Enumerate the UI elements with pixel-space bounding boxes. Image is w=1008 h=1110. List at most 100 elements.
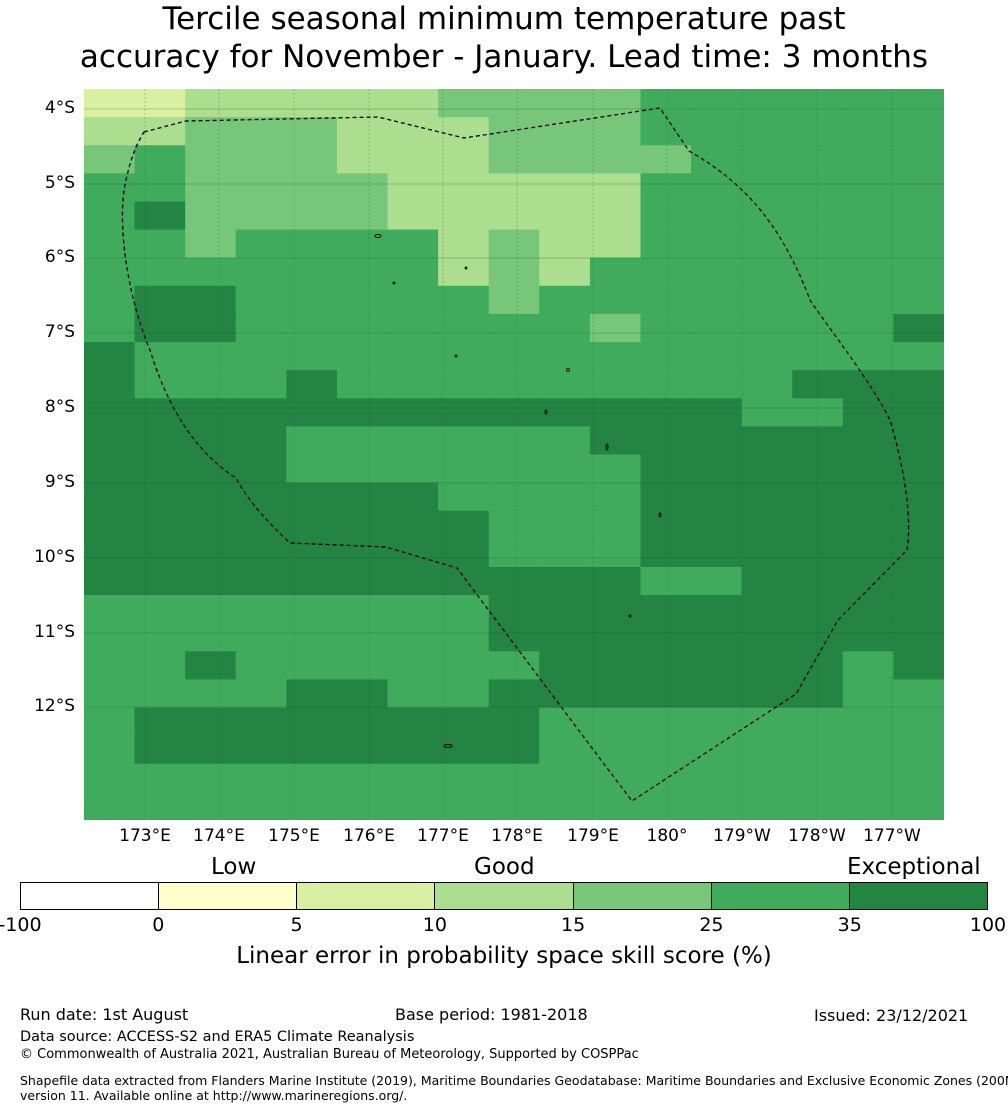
grid-cell	[134, 679, 186, 709]
grid-cell	[235, 791, 287, 820]
grid-cell	[84, 482, 136, 512]
grid-cell	[387, 173, 439, 203]
colorbar-label: Linear error in probability space skill …	[236, 943, 772, 969]
grid-cell	[589, 145, 642, 174]
grid-cell	[84, 538, 136, 568]
data-source: Data source: ACCESS-S2 and ERA5 Climate …	[20, 1029, 415, 1045]
island-outline	[374, 234, 382, 238]
grid-cell	[539, 482, 591, 512]
grid-cell	[741, 454, 793, 484]
grid-cell	[84, 398, 136, 427]
grid-cell	[488, 145, 540, 174]
grid-cell	[640, 370, 692, 399]
grid-cell	[792, 763, 844, 793]
grid-cell	[488, 454, 540, 484]
map-title: Tercile seasonal minimum temperature pas…	[0, 0, 1008, 76]
grid-cell	[539, 117, 591, 146]
grid-cell	[84, 510, 136, 540]
grid-cell	[893, 566, 944, 596]
grid-cell	[893, 679, 944, 709]
grid-cell	[640, 173, 692, 203]
grid-cell	[691, 538, 743, 568]
grid-cell	[842, 313, 895, 343]
grid-cell	[438, 651, 490, 681]
grid-cell	[235, 679, 287, 709]
grid-cell	[691, 566, 743, 596]
grid-cell	[286, 623, 338, 652]
grid-cell	[286, 763, 338, 793]
grid-cell	[286, 117, 338, 146]
grid-cell	[893, 285, 944, 315]
grid-cell	[336, 285, 389, 315]
grid-cell	[792, 117, 844, 146]
grid-cell	[336, 313, 389, 343]
grid-cell	[741, 482, 793, 512]
grid-cell	[893, 707, 944, 737]
grid-cell	[589, 595, 642, 624]
grid-cell	[336, 89, 389, 118]
grid-cell	[741, 398, 793, 427]
grid-cell	[792, 679, 844, 709]
grid-cell	[741, 285, 793, 315]
grid-cell	[741, 257, 793, 287]
issued-date: Issued: 23/12/2021	[814, 1006, 969, 1025]
grid-cell	[842, 257, 895, 287]
grid-cell	[286, 651, 338, 681]
longitude-label: 174°E	[193, 826, 245, 846]
grid-cell	[185, 538, 237, 568]
grid-cell	[235, 173, 287, 203]
grid-cell	[842, 538, 895, 568]
grid-cell	[539, 370, 591, 399]
grid-cell	[185, 763, 237, 793]
grid-cell	[387, 538, 439, 568]
grid-cell	[286, 370, 338, 399]
grid-cell	[691, 651, 743, 681]
latitude-label: 12°S	[34, 696, 75, 716]
grid-cell	[640, 257, 692, 287]
grid-cell	[387, 510, 439, 540]
grid-cell	[235, 651, 287, 681]
colorbar-tick-label: 100	[969, 914, 1007, 936]
grid-cell	[842, 370, 895, 399]
grid-cell	[438, 398, 490, 427]
grid-cell	[286, 145, 338, 174]
grid-cell	[488, 763, 540, 793]
grid-cell	[539, 398, 591, 427]
grid-cell	[134, 370, 186, 399]
grid-cell	[84, 117, 136, 146]
grid-cell	[185, 342, 237, 371]
grid-cell	[387, 89, 439, 118]
grid-cell	[235, 510, 287, 540]
grid-cell	[134, 566, 186, 596]
title-line-1: Tercile seasonal minimum temperature pas…	[162, 1, 846, 37]
grid-cell	[438, 482, 490, 512]
colorbar-tick-label: -100	[0, 914, 42, 936]
grid-cell	[134, 791, 186, 820]
grid-cell	[438, 707, 490, 737]
grid-cell	[84, 566, 136, 596]
grid-cell	[185, 285, 237, 315]
grid-cell	[893, 398, 944, 427]
grid-cell	[488, 313, 540, 343]
grid-cell	[286, 426, 338, 456]
grid-cell	[84, 454, 136, 484]
grid-cell	[336, 623, 389, 652]
grid-cell	[539, 510, 591, 540]
grid-cell	[488, 595, 540, 624]
grid-cell	[488, 89, 540, 118]
grid-cell	[792, 285, 844, 315]
grid-cell	[235, 201, 287, 231]
grid-cell	[842, 763, 895, 793]
grid-cell	[741, 342, 793, 371]
grid-cell	[185, 313, 237, 343]
grid-cell	[589, 454, 642, 484]
grid-cell	[640, 342, 692, 371]
grid-cell	[387, 735, 439, 765]
grid-cell	[792, 89, 844, 118]
grid-cell	[640, 791, 692, 820]
colorbar-segment	[21, 883, 160, 909]
colorbar-tick-label: 10	[422, 914, 447, 936]
grid-cell	[235, 595, 287, 624]
grid-cell	[438, 595, 490, 624]
grid-cell	[286, 679, 338, 709]
